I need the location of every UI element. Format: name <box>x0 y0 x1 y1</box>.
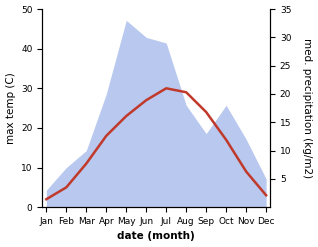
Y-axis label: max temp (C): max temp (C) <box>5 72 16 144</box>
X-axis label: date (month): date (month) <box>117 231 195 242</box>
Y-axis label: med. precipitation (kg/m2): med. precipitation (kg/m2) <box>302 38 313 178</box>
